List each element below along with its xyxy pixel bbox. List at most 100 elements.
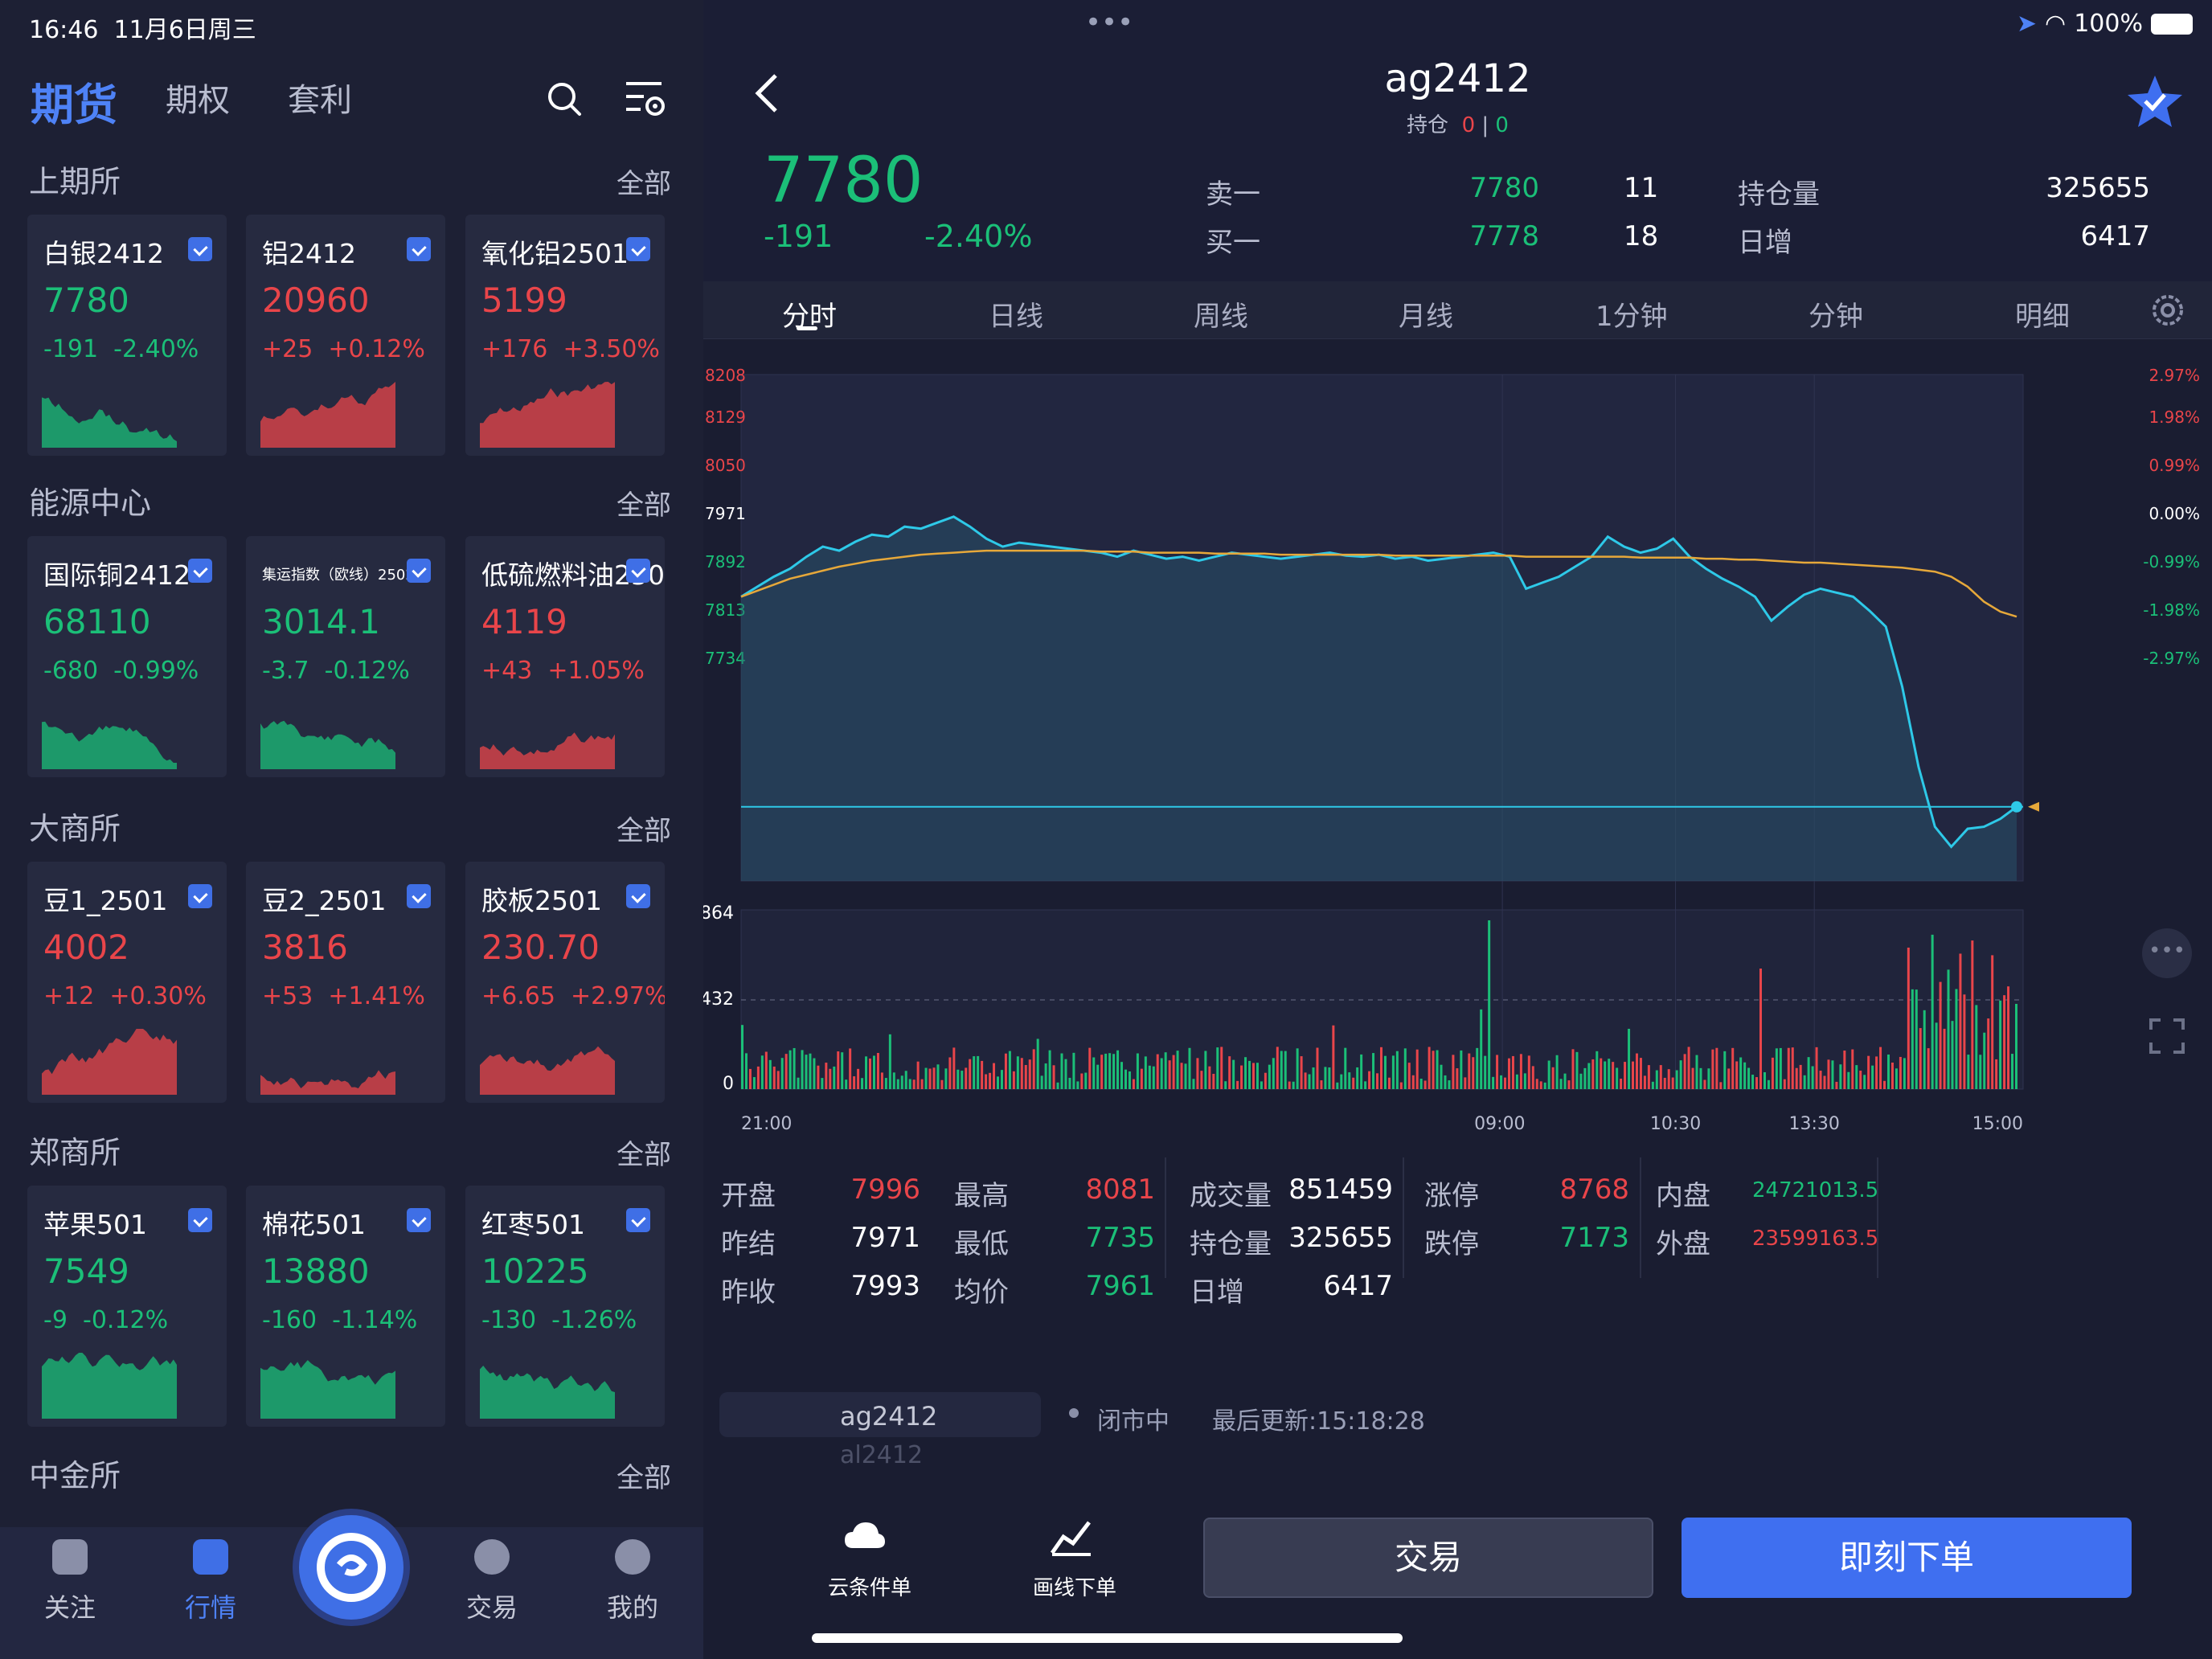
volume-bar — [1835, 1081, 1838, 1089]
chart-settings-gear-icon[interactable] — [2149, 291, 2187, 330]
bottom-tab-market[interactable]: 行情 — [184, 1592, 236, 1623]
card-change: -9 -0.12% — [43, 1306, 168, 1334]
quote-card[interactable]: 红枣501 10225 -130 -1.26% — [465, 1186, 665, 1427]
card-name: 豆1_2501 — [43, 885, 168, 916]
volume-bar — [821, 1078, 824, 1089]
volume-bar — [1899, 1056, 1902, 1089]
volume-bar — [1935, 1022, 1938, 1089]
section-all-link[interactable]: 全部 — [616, 815, 671, 847]
draw-line-order-icon[interactable] — [1049, 1518, 1094, 1558]
section-all-link[interactable]: 全部 — [616, 168, 671, 200]
volume-bar — [1547, 1060, 1550, 1089]
favorite-star-icon[interactable] — [2126, 74, 2184, 129]
tab-arbitrage[interactable]: 套利 — [288, 82, 352, 119]
fullscreen-icon[interactable] — [2148, 1017, 2186, 1055]
price-axis-label: 8208 — [705, 366, 746, 385]
quote-card[interactable]: 白银2412 7780 -191 -2.40% — [27, 215, 227, 456]
volume-bar — [1152, 1066, 1155, 1089]
market-list-panel: 16:46 11月6日周三 期货 期权 套利 上期所 全部 白银2412 7780 -1… — [0, 0, 703, 1659]
section-all-link[interactable]: 全部 — [616, 1462, 671, 1494]
quote-card[interactable]: 国际铜2412 68110 -680 -0.99% — [27, 536, 227, 777]
cloud-order-icon[interactable] — [842, 1518, 887, 1558]
bottom-tab-watchlist[interactable]: 关注 — [43, 1592, 96, 1623]
volume-bar — [1136, 1053, 1139, 1089]
card-checkbox-icon[interactable] — [188, 237, 212, 261]
multitask-dots[interactable]: ••• — [1085, 6, 1134, 39]
watchlist-icon[interactable] — [52, 1539, 88, 1575]
tab-weekly[interactable]: 周线 — [1194, 301, 1248, 333]
quote-card[interactable]: 氧化铝2501 5199 +176 +3.50% — [465, 215, 665, 456]
volume-bar — [1859, 1071, 1862, 1089]
volume-bar — [1671, 1077, 1674, 1089]
quote-card[interactable]: 集运指数（欧线）2502 3014.1 -3.7 -0.12% — [246, 536, 445, 777]
quote-card[interactable]: 豆1_2501 4002 +12 +0.30% — [27, 862, 227, 1103]
card-checkbox-icon[interactable] — [407, 237, 431, 261]
price-axis-label: 7734 — [705, 649, 746, 668]
card-change: +12 +0.30% — [43, 982, 207, 1010]
draw-line-order-button[interactable]: 画线下单 — [1033, 1576, 1117, 1600]
tab-monthly[interactable]: 月线 — [1399, 301, 1453, 333]
market-icon[interactable] — [193, 1539, 228, 1575]
volume-bar — [1364, 1081, 1367, 1089]
bottom-tab-trade[interactable]: 交易 — [465, 1592, 518, 1623]
card-checkbox-icon[interactable] — [626, 559, 650, 583]
tab-options[interactable]: 期权 — [166, 82, 230, 119]
volume-bar — [1543, 1082, 1546, 1089]
card-checkbox-icon[interactable] — [407, 884, 431, 908]
card-checkbox-icon[interactable] — [626, 1208, 650, 1232]
back-icon[interactable] — [752, 72, 784, 114]
cloud-order-button[interactable]: 云条件单 — [828, 1576, 912, 1600]
center-home-button[interactable] — [299, 1515, 403, 1620]
intraday-chart[interactable]: 8208 8129 8050 7971 7892 7813 7734 2.97% 1.98% 0.… — [703, 346, 2212, 1149]
time-axis-label: 09:00 — [1474, 1114, 1525, 1134]
tab-minutes[interactable]: 分钟 — [1809, 301, 1863, 333]
section-all-link[interactable]: 全部 — [616, 1139, 671, 1171]
symbol-switcher[interactable] — [719, 1392, 1041, 1437]
bottom-tab-profile[interactable]: 我的 — [606, 1592, 658, 1623]
section-all-link[interactable]: 全部 — [616, 490, 671, 522]
card-checkbox-icon[interactable] — [407, 559, 431, 583]
quote-card[interactable]: 棉花501 13880 -160 -1.14% — [246, 1186, 445, 1427]
volume-bar — [1452, 1055, 1455, 1089]
symbol-switch-next[interactable]: al2412 — [840, 1441, 924, 1469]
tab-futures[interactable]: 期货 — [31, 80, 117, 130]
volume-bar — [1787, 1047, 1790, 1089]
card-checkbox-icon[interactable] — [626, 237, 650, 261]
place-order-button[interactable]: 即刻下单 — [1682, 1518, 2132, 1598]
card-checkbox-icon[interactable] — [407, 1208, 431, 1232]
card-change-abs: +53 — [262, 982, 313, 1010]
quote-card[interactable]: 豆2_2501 3816 +53 +1.41% — [246, 862, 445, 1103]
volume-bar — [1012, 1071, 1015, 1089]
list-settings-icon[interactable] — [623, 77, 668, 122]
quote-card[interactable]: 低硫燃料油2501 4119 +43 +1.05% — [465, 536, 665, 777]
quote-card[interactable]: 苹果501 7549 -9 -0.12% — [27, 1186, 227, 1427]
symbol-switch-current[interactable]: ag2412 — [840, 1401, 938, 1432]
volume-bar — [1635, 1053, 1638, 1089]
card-price: 3014.1 — [262, 602, 380, 641]
quote-card[interactable]: 胶板2501 230.70 +6.65 +2.97% — [465, 862, 665, 1103]
tab-daily[interactable]: 日线 — [989, 301, 1043, 333]
volume-bar — [932, 1067, 936, 1089]
card-change-pct: -0.12% — [83, 1306, 169, 1334]
card-checkbox-icon[interactable] — [188, 1208, 212, 1232]
card-checkbox-icon[interactable] — [188, 559, 212, 583]
volume-bar — [1628, 1028, 1631, 1089]
volume-bar — [780, 1058, 784, 1089]
card-checkbox-icon[interactable] — [188, 884, 212, 908]
search-icon[interactable] — [543, 77, 588, 122]
card-checkbox-icon[interactable] — [626, 884, 650, 908]
stat-label: 持仓量 — [1190, 1228, 1272, 1260]
tab-detail[interactable]: 明细 — [2015, 301, 2070, 333]
sparkline-area — [260, 382, 395, 448]
trade-button[interactable]: 交易 — [1203, 1518, 1653, 1598]
volume-bar — [1391, 1055, 1395, 1089]
volume-bar — [1156, 1054, 1159, 1089]
profile-icon[interactable] — [615, 1539, 650, 1575]
trade-icon[interactable] — [474, 1539, 510, 1575]
more-options-icon[interactable]: ••• — [2142, 928, 2192, 978]
volume-bar — [1919, 1028, 1922, 1089]
volume-bar — [1028, 1059, 1031, 1089]
tab-1min[interactable]: 1分钟 — [1596, 301, 1668, 333]
sparkline-area — [480, 1046, 615, 1095]
quote-card[interactable]: 铝2412 20960 +25 +0.12% — [246, 215, 445, 456]
